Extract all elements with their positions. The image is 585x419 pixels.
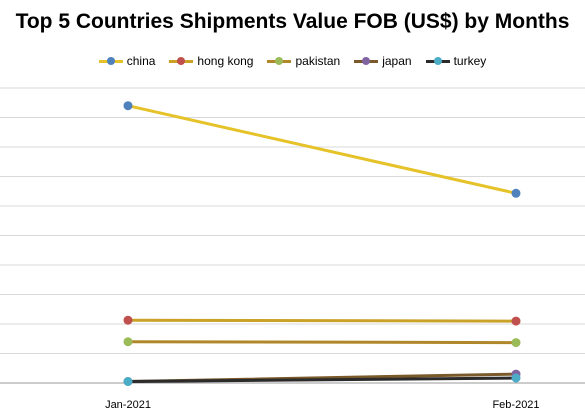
legend-label: turkey [453,54,487,68]
chart-title: Top 5 Countries Shipments Value FOB (US$… [15,10,570,33]
legend-swatch [425,56,450,66]
x-tick-label: Jan-2021 [105,399,151,411]
data-point-pakistan [511,338,521,348]
legend-item-hong-kong: hong kong [169,54,253,68]
data-point-china [123,101,133,111]
legend-swatch [98,56,123,66]
legend-swatch [354,56,379,66]
legend-label: hong kong [197,54,254,68]
legend-label: china [126,54,156,68]
legend-label: japan [382,54,412,68]
data-point-turkey [511,373,521,383]
legend: china hong kong pakistan japan turkey [0,54,585,68]
series-line-turkey [126,376,518,383]
data-point-china [511,188,521,198]
x-tick-label: Feb-2021 [492,399,539,411]
legend-label: pakistan [295,54,341,68]
legend-item-pakistan: pakistan [267,54,340,68]
data-point-hong-kong [511,316,521,326]
legend-swatch [169,56,194,66]
data-point-hong-kong [123,315,133,325]
legend-swatch [267,56,292,66]
data-point-turkey [123,377,133,386]
legend-item-turkey: turkey [425,54,487,68]
legend-item-japan: japan [354,54,412,68]
data-point-pakistan [123,337,133,347]
series-line-hong-kong [126,318,518,323]
legend-item-china: china [98,54,156,68]
series-line-pakistan [126,340,518,345]
series-line-china [126,104,518,195]
